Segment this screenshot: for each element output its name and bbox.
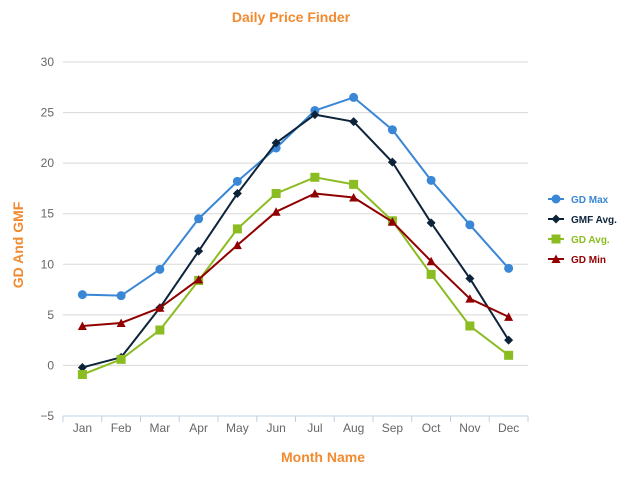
grid-lines: [62, 61, 529, 422]
legend: GD Max GMF Avg. GD Avg. GD Min: [548, 194, 617, 266]
x-tick-label: Aug: [343, 421, 364, 435]
y-tick-label: 0: [47, 358, 54, 372]
legend-label: GMF Avg.: [571, 215, 617, 226]
data-point: [349, 117, 359, 127]
data-point: [349, 179, 359, 189]
x-tick-label: Sep: [382, 421, 404, 435]
data-point: [426, 269, 436, 279]
data-point: [155, 325, 165, 335]
series-line: [82, 96, 510, 297]
y-tick-label: 30: [41, 55, 55, 69]
data-point: [232, 240, 242, 250]
chart-title: Daily Price Finder: [232, 9, 351, 25]
series-gd-avg: [77, 172, 514, 380]
series-line: [82, 176, 510, 376]
data-point: [271, 138, 281, 148]
data-point: [387, 125, 397, 135]
data-point: [426, 175, 436, 185]
data-point: [116, 291, 126, 301]
x-tick-label: Jul: [307, 421, 322, 435]
data-point: [310, 172, 320, 182]
series-layer: [77, 92, 514, 380]
x-tick-label: Feb: [111, 421, 132, 435]
data-point: [504, 263, 514, 273]
data-point: [349, 193, 359, 202]
series-line: [82, 113, 510, 369]
x-tick-label: Apr: [189, 421, 208, 435]
y-tick-label: −5: [40, 409, 54, 423]
data-point: [465, 321, 475, 331]
y-tick-label: 20: [41, 156, 55, 170]
y-tick-label: 15: [41, 207, 55, 221]
data-point: [349, 92, 359, 102]
legend-marker: [551, 194, 561, 204]
data-point: [310, 188, 320, 198]
data-point: [310, 110, 320, 120]
axis-ticks: −5 0 5 10 15 20 25 30 Jan Feb Mar Apr May Jun Jul Aug Se…: [40, 55, 519, 435]
data-point: [465, 220, 475, 230]
data-point: [155, 303, 165, 312]
x-tick-label: Oct: [422, 421, 441, 435]
data-point: [116, 354, 126, 364]
legend-label: GD Avg.: [571, 235, 610, 246]
data-point: [465, 294, 475, 303]
legend-marker: [551, 214, 561, 224]
data-point: [155, 264, 165, 274]
data-point: [504, 312, 514, 321]
data-point: [232, 176, 242, 186]
legend-item: GD Max: [548, 194, 609, 206]
y-tick-label: 10: [41, 257, 55, 271]
series-gd-max: [77, 92, 514, 301]
x-tick-label: Nov: [459, 421, 480, 435]
series-line: [82, 192, 510, 327]
legend-marker: [551, 234, 561, 244]
data-point: [194, 214, 204, 224]
data-point: [387, 157, 397, 167]
data-point: [77, 321, 87, 330]
legend-item: GD Min: [548, 254, 606, 266]
x-tick-label: Jun: [266, 421, 285, 435]
data-point: [387, 217, 397, 226]
legend-label: GD Min: [571, 255, 606, 266]
data-point: [504, 350, 514, 360]
x-tick-label: Jan: [73, 421, 92, 435]
x-axis-title: Month Name: [281, 449, 365, 465]
data-point: [232, 188, 242, 198]
data-point: [271, 207, 281, 216]
series-gmf-avg: [77, 110, 514, 372]
y-tick-label: 25: [41, 106, 55, 120]
x-tick-label: Dec: [498, 421, 519, 435]
data-point: [426, 256, 436, 266]
data-point: [77, 370, 87, 380]
data-point: [504, 335, 514, 345]
data-point: [271, 188, 281, 198]
data-point: [77, 290, 87, 300]
x-tick-label: May: [226, 421, 249, 435]
y-tick-label: 5: [47, 308, 54, 322]
series-gd-min: [77, 188, 514, 330]
data-point: [194, 246, 204, 256]
x-tick-label: Mar: [150, 421, 171, 435]
data-point: [116, 318, 126, 327]
legend-label: GD Max: [571, 195, 609, 206]
legend-item: GMF Avg.: [548, 214, 617, 226]
data-point: [77, 362, 87, 372]
data-point: [465, 273, 475, 283]
legend-item: GD Avg.: [548, 234, 610, 246]
data-point: [426, 218, 436, 228]
data-point: [232, 224, 242, 234]
legend-marker: [551, 254, 561, 263]
y-axis-title: GD And GMF: [10, 201, 26, 288]
data-point: [194, 274, 204, 284]
